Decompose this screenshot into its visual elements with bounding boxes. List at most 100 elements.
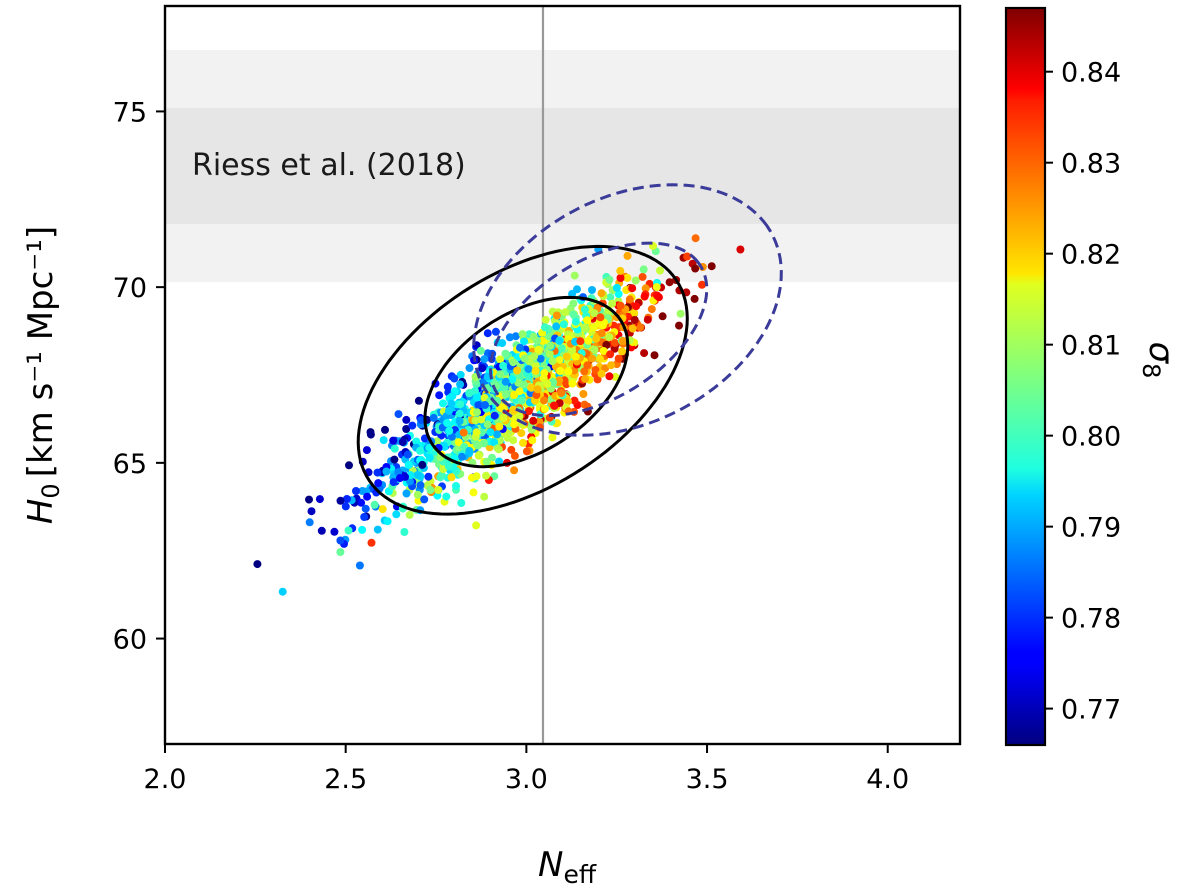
- sample-point: [563, 397, 572, 406]
- sample-point: [593, 375, 602, 384]
- sample-point: [417, 416, 425, 425]
- sample-point: [315, 495, 324, 504]
- sample-point: [650, 351, 659, 360]
- sample-point: [630, 316, 639, 324]
- sample-point: [435, 391, 444, 400]
- sample-point: [472, 472, 481, 481]
- sample-point: [360, 513, 369, 521]
- sample-point: [580, 305, 589, 314]
- sample-point: [352, 487, 360, 495]
- sample-point: [336, 496, 345, 505]
- sample-point: [486, 428, 495, 437]
- sample-point: [307, 507, 316, 516]
- sample-point: [636, 323, 645, 332]
- sample-point: [517, 396, 526, 405]
- colorbar-tick-label: 0.83: [1061, 149, 1121, 180]
- sample-point: [529, 416, 538, 425]
- sample-point: [403, 450, 412, 459]
- sample-point: [614, 354, 623, 363]
- sample-point: [495, 422, 504, 431]
- y-tick-label: 70: [113, 273, 147, 304]
- colorbar-tick-label: 0.84: [1061, 58, 1121, 89]
- sample-point: [665, 278, 674, 287]
- sample-point: [439, 399, 447, 408]
- sample-point: [358, 487, 367, 495]
- sample-point: [413, 490, 422, 499]
- sample-point: [416, 481, 425, 490]
- x-tick-label: 3.0: [505, 764, 548, 795]
- sample-point: [524, 407, 533, 416]
- sample-point: [344, 526, 353, 535]
- sample-point: [658, 312, 667, 321]
- sample-point: [625, 295, 634, 304]
- sample-point: [465, 446, 474, 455]
- sample-point: [336, 548, 345, 557]
- sample-point: [623, 251, 632, 260]
- sample-point: [305, 495, 313, 504]
- sample-point: [683, 252, 692, 261]
- sample-point: [494, 445, 503, 454]
- sample-point: [510, 466, 519, 475]
- colorbar-tick-label: 0.80: [1061, 422, 1121, 453]
- sample-point: [400, 528, 409, 536]
- sample-point: [330, 527, 339, 536]
- sample-point: [545, 349, 554, 358]
- sample-point: [420, 495, 429, 504]
- sample-point: [605, 372, 614, 381]
- sample-point: [278, 587, 287, 596]
- sample-point: [499, 414, 508, 423]
- sample-point: [612, 283, 621, 292]
- sample-point: [445, 426, 454, 435]
- sample-point: [436, 473, 445, 482]
- sample-point: [469, 488, 478, 497]
- sample-point: [472, 393, 481, 402]
- sample-point: [413, 471, 422, 479]
- sample-point: [402, 415, 411, 424]
- sample-point: [656, 266, 664, 275]
- colorbar-tick-label: 0.82: [1061, 240, 1121, 271]
- sample-point: [556, 367, 565, 375]
- sample-point: [541, 316, 550, 324]
- sample-point: [381, 425, 389, 434]
- sample-point: [581, 374, 590, 383]
- sample-point: [527, 383, 536, 392]
- sample-point: [389, 436, 398, 445]
- sample-point: [588, 354, 597, 363]
- sample-point: [524, 365, 533, 374]
- sample-point: [540, 369, 549, 378]
- sample-point: [628, 324, 637, 333]
- sample-point: [404, 460, 413, 469]
- sample-point: [491, 327, 500, 336]
- sample-point: [675, 321, 683, 330]
- sample-point: [534, 345, 543, 354]
- sample-point: [373, 525, 382, 534]
- sample-point: [546, 341, 555, 350]
- sample-point: [611, 372, 620, 381]
- sample-point: [596, 354, 605, 363]
- sample-point: [501, 349, 510, 358]
- sample-point: [691, 264, 700, 273]
- sample-point: [317, 526, 326, 535]
- sample-point: [378, 505, 387, 514]
- sample-point: [580, 323, 589, 332]
- sample-point: [570, 366, 579, 375]
- sample-point: [591, 366, 600, 374]
- sample-point: [619, 337, 627, 345]
- sample-point: [528, 436, 537, 445]
- sample-point: [640, 349, 649, 358]
- sample-point: [530, 352, 539, 361]
- y-tick-label: 65: [113, 449, 147, 480]
- sample-point: [597, 329, 606, 338]
- sample-point: [490, 438, 499, 447]
- colorbar-title: σ8: [1137, 342, 1181, 379]
- sample-point: [490, 411, 499, 420]
- sample-point: [394, 468, 403, 477]
- sample-point: [495, 457, 504, 466]
- sample-point: [362, 446, 371, 455]
- sample-point: [522, 447, 531, 456]
- sample-point: [614, 290, 623, 298]
- sample-point: [482, 471, 490, 480]
- sample-point: [518, 330, 527, 339]
- sample-point: [638, 272, 647, 281]
- sample-point: [640, 292, 649, 301]
